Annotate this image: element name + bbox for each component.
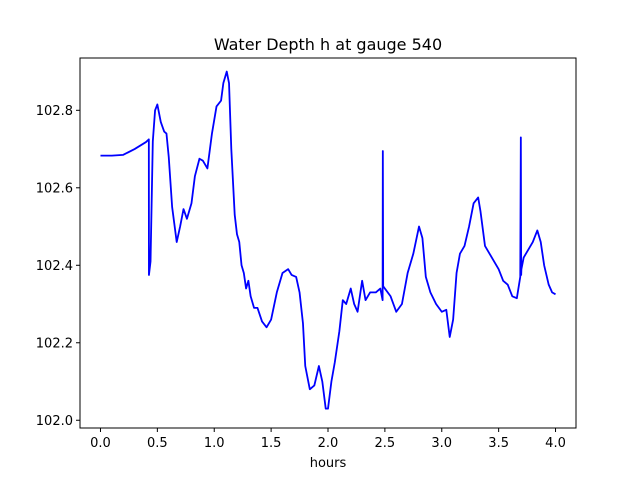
y-tick-label: 102.8 bbox=[36, 104, 73, 119]
x-axis-label: hours bbox=[310, 456, 347, 471]
y-axis: 102.0 102.2 102.4 102.6 102.8 bbox=[36, 104, 80, 429]
chart-title: Water Depth h at gauge 540 bbox=[214, 35, 442, 54]
x-tick-label: 1.0 bbox=[204, 436, 225, 451]
x-tick-label: 4.0 bbox=[545, 436, 566, 451]
x-tick-label: 2.5 bbox=[375, 436, 396, 451]
x-axis: 0.0 0.5 1.0 1.5 2.0 2.5 3.0 3.5 4.0 bbox=[90, 428, 566, 451]
y-tick-label: 102.0 bbox=[36, 414, 73, 429]
series-line bbox=[100, 70, 556, 410]
x-tick-label: 1.5 bbox=[261, 436, 282, 451]
y-tick-label: 102.2 bbox=[36, 336, 73, 351]
x-tick-label: 3.5 bbox=[488, 436, 509, 451]
series-layer bbox=[100, 70, 556, 410]
x-tick-label: 2.0 bbox=[318, 436, 339, 451]
x-tick-label: 0.0 bbox=[90, 436, 111, 451]
x-tick-label: 0.5 bbox=[147, 436, 168, 451]
y-tick-label: 102.4 bbox=[36, 259, 73, 274]
x-tick-label: 3.0 bbox=[431, 436, 452, 451]
y-tick-label: 102.6 bbox=[36, 181, 73, 196]
